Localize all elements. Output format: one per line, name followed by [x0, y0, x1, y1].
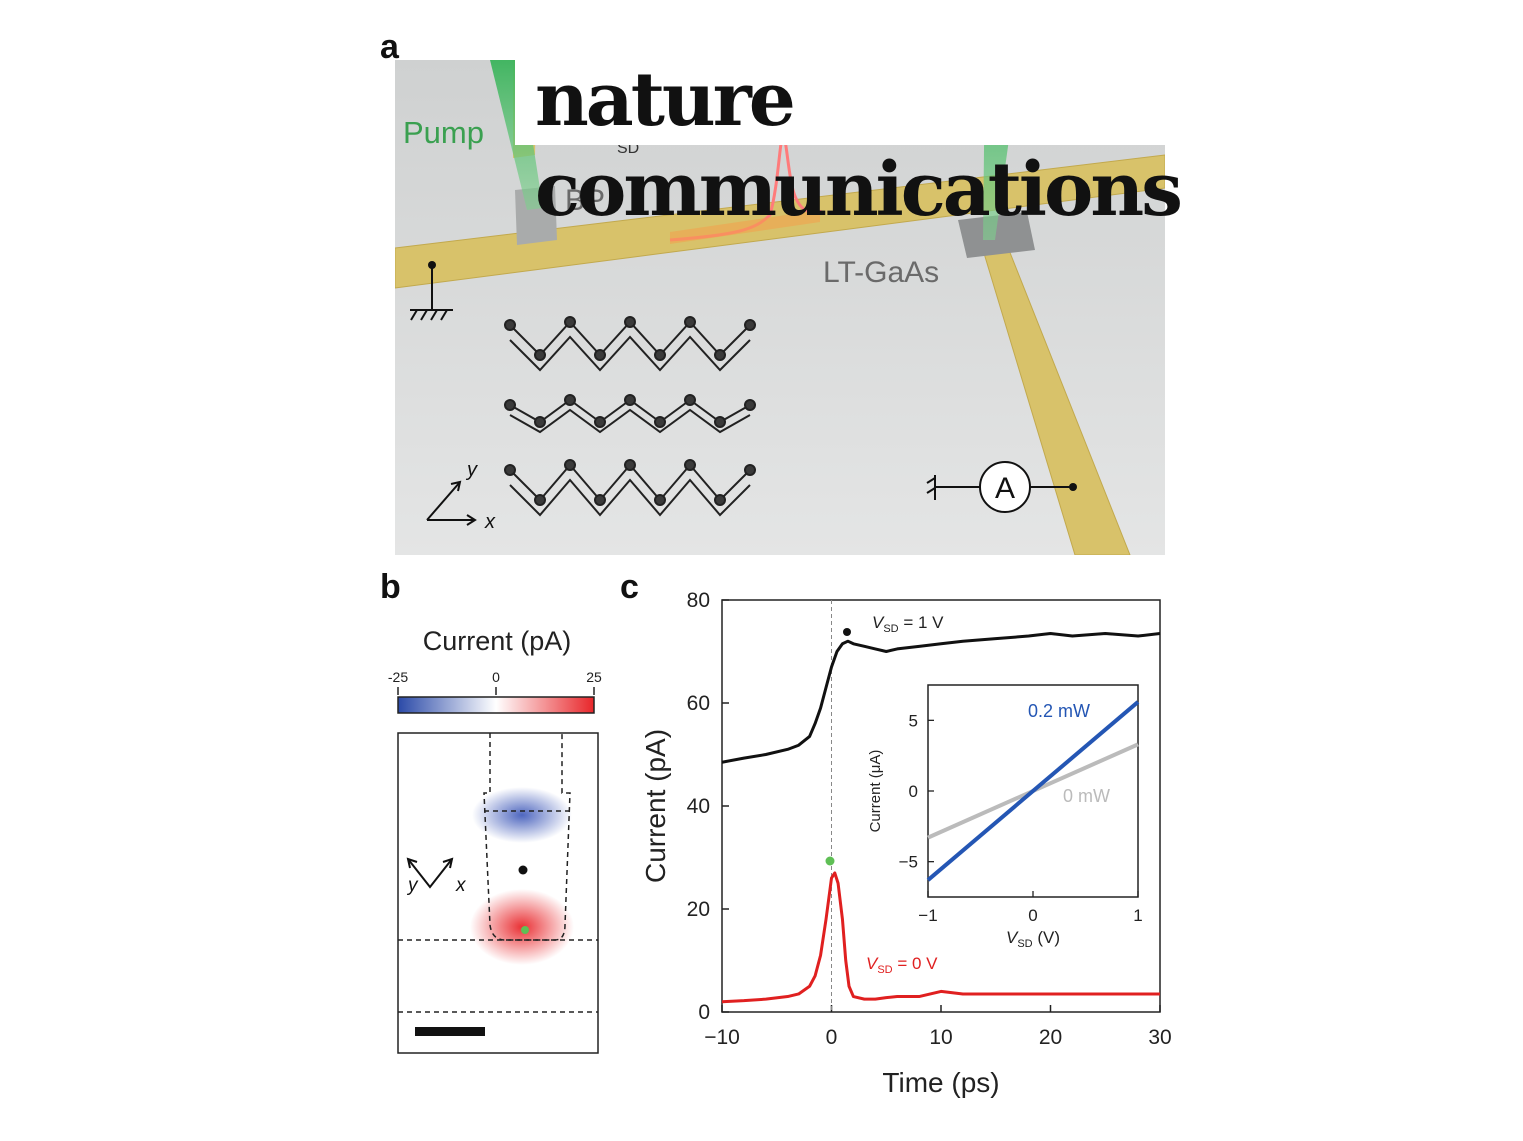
colorbar — [397, 696, 595, 714]
bp-label: BP — [565, 184, 605, 217]
map-frame — [397, 732, 599, 1054]
series-line-1 — [721, 871, 1160, 1004]
inset-x-axis-label: VSD (V) — [1006, 928, 1060, 950]
main-x-tick-label: 30 — [1148, 1026, 1171, 1049]
scale-bar — [415, 1027, 485, 1036]
colorbar-title: Current (pA) — [423, 626, 572, 656]
xy-axes-icon-b — [406, 857, 454, 889]
main-x-tick-label: 20 — [1039, 1026, 1062, 1049]
ltgaas-switch — [958, 212, 1035, 258]
panel-c-letter: c — [620, 568, 639, 606]
inset-y-tick-label: 5 — [909, 711, 918, 730]
axis-x-label: x — [484, 511, 496, 533]
inset-y-tick-label: 0 — [909, 782, 918, 801]
ltgaas-label: LT-GaAs — [823, 256, 939, 289]
vsd1-marker — [843, 628, 851, 636]
series-label-vsd1: VSD = 1 V — [872, 613, 944, 635]
main-x-tick-label: −10 — [704, 1026, 740, 1049]
inset-x-tick-label: −1 — [918, 906, 937, 925]
peak-green-marker — [825, 856, 835, 866]
inset-y-axis-label: Current (μA) — [867, 750, 884, 833]
xy-axes-icon — [426, 480, 477, 526]
axis-y-label-b: y — [406, 875, 419, 896]
series-label-vsd0: VSD = 0 V — [866, 954, 938, 976]
main-y-tick-label: 20 — [687, 898, 710, 921]
main-x-ticks: −10 0 10 20 30 — [704, 1005, 1172, 1049]
inset-x-tick-label: 0 — [1028, 906, 1037, 925]
bp-crystal-structure — [504, 316, 756, 517]
main-x-tick-label: 10 — [929, 1026, 952, 1049]
main-x-tick-label: 0 — [826, 1026, 838, 1049]
flake-outline — [483, 733, 571, 941]
main-y-tick-label: 0 — [698, 1001, 710, 1024]
current-map: Current (pA) -25 0 25 y x — [388, 626, 602, 1054]
panel-b-letter: b — [380, 568, 401, 606]
pulse-footprint — [670, 210, 820, 244]
negative-current-region — [472, 787, 572, 843]
series-line-0 — [721, 631, 1161, 764]
inset-y-tick-label: −5 — [899, 853, 918, 872]
main-y-ticks: 0 20 40 60 80 — [687, 589, 729, 1024]
main-x-axis-label: Time (ps) — [882, 1067, 999, 1098]
inset-x-tick-label: 1 — [1133, 906, 1142, 925]
black-marker — [518, 865, 528, 875]
inset-series-label-0mw: 0 mW — [1063, 786, 1110, 806]
colorbar-tick-mid: 0 — [492, 669, 500, 685]
main-y-tick-label: 60 — [687, 692, 710, 715]
inset-series-label-02mw: 0.2 mW — [1028, 701, 1090, 721]
main-y-axis-label: Current (pA) — [640, 729, 671, 883]
main-y-tick-label: 80 — [687, 589, 710, 612]
device-schematic: x y A Pump SD BP LT-GaAs — [395, 60, 1165, 555]
main-y-tick-label: 40 — [687, 795, 710, 818]
axis-y-label: y — [465, 459, 478, 481]
ammeter-circuit — [926, 461, 1077, 513]
ground-node — [428, 261, 436, 269]
journal-logo: nature communications — [515, 55, 1335, 233]
colorbar-tick-max: 25 — [586, 669, 602, 685]
ammeter-icon — [979, 461, 1031, 513]
panel-a-letter: a — [380, 28, 399, 66]
colorbar-tick-min: -25 — [388, 669, 408, 685]
ammeter-label: A — [995, 472, 1015, 505]
positive-current-region — [470, 889, 574, 965]
inset-series-line-0 — [926, 700, 1140, 882]
pump-label: Pump — [403, 115, 484, 150]
green-marker — [521, 926, 529, 934]
axis-x-label-b: x — [455, 875, 467, 896]
